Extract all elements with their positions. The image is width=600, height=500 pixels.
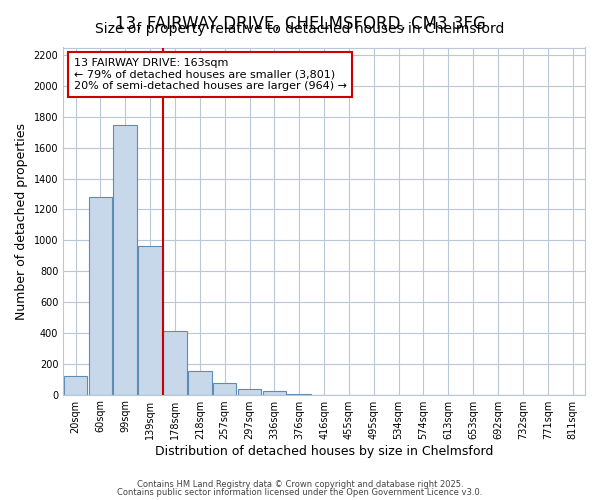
Text: 13, FAIRWAY DRIVE, CHELMSFORD, CM3 3FG: 13, FAIRWAY DRIVE, CHELMSFORD, CM3 3FG <box>115 15 485 33</box>
Text: Contains HM Land Registry data © Crown copyright and database right 2025.: Contains HM Land Registry data © Crown c… <box>137 480 463 489</box>
Text: Size of property relative to detached houses in Chelmsford: Size of property relative to detached ho… <box>95 22 505 36</box>
Text: Contains public sector information licensed under the Open Government Licence v3: Contains public sector information licen… <box>118 488 482 497</box>
Bar <box>213 383 236 394</box>
X-axis label: Distribution of detached houses by size in Chelmsford: Distribution of detached houses by size … <box>155 444 493 458</box>
Bar <box>238 389 262 394</box>
Y-axis label: Number of detached properties: Number of detached properties <box>15 122 28 320</box>
Text: 13 FAIRWAY DRIVE: 163sqm
← 79% of detached houses are smaller (3,801)
20% of sem: 13 FAIRWAY DRIVE: 163sqm ← 79% of detach… <box>74 58 347 91</box>
Bar <box>64 376 88 394</box>
Bar <box>113 124 137 394</box>
Bar <box>89 197 112 394</box>
Bar <box>163 330 187 394</box>
Bar <box>263 392 286 394</box>
Bar <box>188 370 212 394</box>
Bar <box>139 246 162 394</box>
